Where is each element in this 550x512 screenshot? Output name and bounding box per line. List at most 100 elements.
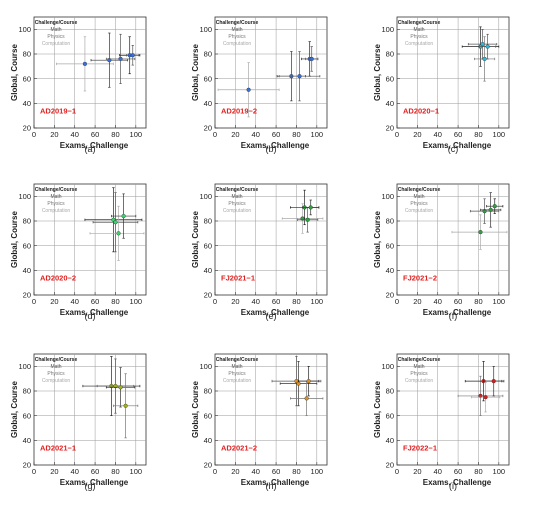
legend-entry: Challenge/Course bbox=[35, 20, 78, 26]
data-point bbox=[302, 199, 320, 216]
panel-label: (a) bbox=[85, 144, 96, 154]
legend-entry: Computation bbox=[223, 208, 252, 214]
data-point bbox=[278, 51, 321, 102]
y-tick-label: 80 bbox=[23, 387, 31, 396]
data-point bbox=[479, 33, 497, 60]
x-tick-label: 40 bbox=[434, 130, 442, 139]
y-tick-label: 100 bbox=[199, 362, 212, 371]
x-axis-label: Exams, Challenge bbox=[241, 141, 310, 150]
x-tick-label: 60 bbox=[454, 467, 462, 476]
legend-entry: Computation bbox=[223, 41, 252, 47]
dataset-annotation: AD2020−2 bbox=[40, 274, 76, 283]
legend-entry: Math bbox=[413, 364, 424, 370]
y-tick-label: 100 bbox=[18, 192, 31, 201]
y-tick-label: 100 bbox=[381, 25, 394, 34]
legend-entry: Math bbox=[50, 194, 61, 200]
y-tick-label: 20 bbox=[23, 291, 31, 300]
x-tick-label: 40 bbox=[71, 297, 79, 306]
plot-frame bbox=[214, 183, 328, 296]
y-axis-label: Global, Course bbox=[191, 211, 200, 268]
legend-entry: Math bbox=[231, 194, 242, 200]
data-point bbox=[84, 187, 143, 253]
y-tick-label: 80 bbox=[23, 50, 31, 59]
panel-label: (h) bbox=[266, 481, 277, 491]
point-marker bbox=[488, 207, 493, 212]
y-tick-label: 40 bbox=[386, 99, 394, 108]
x-tick-label: 0 bbox=[32, 297, 36, 306]
legend-entry: Physics bbox=[410, 34, 428, 40]
data-point bbox=[56, 36, 114, 92]
y-tick-label: 80 bbox=[204, 217, 212, 226]
data-point bbox=[483, 365, 505, 397]
y-tick-label: 80 bbox=[204, 387, 212, 396]
point-marker bbox=[118, 385, 123, 390]
y-tick-label: 40 bbox=[386, 436, 394, 445]
x-tick-label: 20 bbox=[50, 297, 58, 306]
point-marker bbox=[304, 396, 309, 401]
data-point bbox=[298, 365, 320, 397]
point-marker bbox=[246, 87, 251, 92]
y-tick-label: 20 bbox=[23, 461, 31, 470]
y-tick-label: 60 bbox=[23, 241, 31, 250]
dataset-annotation: AD2020−1 bbox=[403, 107, 439, 116]
x-tick-label: 40 bbox=[252, 297, 260, 306]
legend-entry: Math bbox=[231, 27, 242, 33]
x-tick-label: 80 bbox=[292, 467, 300, 476]
point-marker bbox=[130, 53, 135, 58]
x-tick-label: 80 bbox=[474, 297, 482, 306]
x-tick-label: 40 bbox=[434, 467, 442, 476]
x-tick-label: 40 bbox=[252, 130, 260, 139]
y-tick-label: 20 bbox=[204, 461, 212, 470]
y-tick-label: 80 bbox=[386, 217, 394, 226]
legend-entry: Math bbox=[50, 364, 61, 370]
y-tick-label: 100 bbox=[199, 192, 212, 201]
x-tick-label: 0 bbox=[395, 130, 399, 139]
data-point bbox=[217, 62, 280, 118]
x-tick-label: 80 bbox=[474, 467, 482, 476]
x-tick-label: 100 bbox=[311, 297, 324, 306]
dataset-annotation: FJ2022−1 bbox=[403, 444, 437, 453]
x-tick-label: 40 bbox=[434, 297, 442, 306]
legend-entry: Computation bbox=[42, 41, 71, 47]
y-tick-label: 60 bbox=[204, 74, 212, 83]
x-tick-label: 60 bbox=[91, 297, 99, 306]
y-tick-label: 20 bbox=[23, 124, 31, 133]
legend-entry: Math bbox=[413, 194, 424, 200]
y-tick-label: 80 bbox=[23, 217, 31, 226]
y-tick-label: 40 bbox=[204, 266, 212, 275]
x-tick-label: 40 bbox=[71, 467, 79, 476]
data-point bbox=[474, 36, 496, 82]
plot-frame bbox=[33, 183, 147, 296]
x-tick-label: 0 bbox=[213, 130, 217, 139]
x-tick-label: 40 bbox=[71, 130, 79, 139]
y-axis-label: Global, Course bbox=[373, 211, 382, 268]
x-tick-label: 80 bbox=[292, 130, 300, 139]
legend-entry: Physics bbox=[410, 201, 428, 207]
legend-entry: Challenge/Course bbox=[216, 357, 259, 363]
legend-entry: Computation bbox=[42, 208, 71, 214]
y-tick-label: 20 bbox=[386, 291, 394, 300]
x-tick-label: 100 bbox=[493, 467, 506, 476]
data-point bbox=[486, 198, 504, 214]
legend-entry: Challenge/Course bbox=[398, 357, 441, 363]
panel-label: (c) bbox=[448, 144, 459, 154]
data-point bbox=[89, 205, 145, 261]
plot-frame bbox=[396, 353, 510, 466]
x-tick-label: 100 bbox=[311, 130, 324, 139]
legend-entry: Challenge/Course bbox=[398, 187, 441, 193]
x-tick-label: 20 bbox=[231, 297, 239, 306]
legend-entry: Computation bbox=[405, 378, 434, 384]
x-tick-label: 100 bbox=[130, 130, 143, 139]
point-marker bbox=[491, 379, 496, 384]
x-tick-label: 20 bbox=[413, 467, 421, 476]
dataset-annotation: FJ2021−2 bbox=[403, 274, 437, 283]
point-marker bbox=[492, 204, 497, 209]
